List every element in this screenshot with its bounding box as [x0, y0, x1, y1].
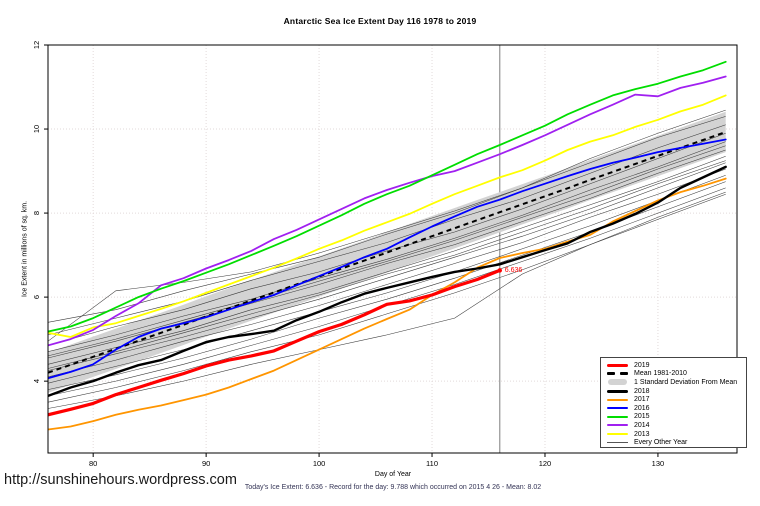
current-value-annotation: 6.636: [504, 266, 523, 274]
series-group: [48, 60, 727, 431]
y-tick-label: 8: [32, 211, 41, 215]
tick-marks: [44, 44, 659, 457]
x-tick-label: 120: [539, 459, 552, 468]
other-year-line-4: [48, 141, 726, 352]
legend-label: 1 Standard Deviation From Mean: [634, 378, 738, 386]
y-tick-label: 10: [32, 125, 41, 133]
legend-row: 2016: [607, 404, 746, 413]
series-2014-line: [48, 75, 727, 347]
legend: 2019 Mean 1981-2010 1 Standard Deviation F…: [600, 357, 747, 448]
legend-swatch-thin-line-icon: [607, 442, 628, 444]
current-endpoint-marker: [497, 268, 503, 273]
legend-label: 2015: [634, 413, 650, 421]
legend-swatch-line-icon: [607, 398, 628, 401]
legend-swatch-thick-line-icon: [607, 363, 628, 367]
tick-labels: 80 90 100 110 120 130 4 6 8 10 12: [32, 41, 664, 468]
series-2013-line: [48, 94, 727, 338]
legend-swatch-line-icon: [607, 407, 628, 410]
legend-row: Every Other Year: [607, 438, 746, 447]
x-axis-label: Day of Year: [374, 471, 412, 478]
series-2018-line: [48, 165, 727, 398]
other-year-line-9: [48, 175, 726, 384]
legend-swatch-thick-line-icon: [607, 389, 628, 393]
series-2019-line: [48, 268, 502, 417]
legend-row: 2013: [607, 430, 746, 439]
legend-label: 2014: [634, 421, 650, 429]
legend-swatch-line-icon: [607, 433, 628, 436]
legend-swatch-band-icon: [607, 379, 628, 386]
other-year-line-1: [48, 116, 726, 323]
series-2015-line: [48, 60, 727, 333]
other-year-line-8: [48, 168, 726, 378]
legend-row: 2014: [607, 421, 746, 430]
summary-caption: Today's Ice Extent: 6.636 - Record for t…: [244, 484, 542, 491]
other-year-line-6: [48, 156, 726, 365]
other-year-line-7: [48, 162, 726, 371]
std-dev-band: [48, 111, 726, 393]
other-year-line-15: [48, 145, 726, 357]
y-tick-label: 12: [32, 41, 41, 49]
legend-row: 2017: [607, 395, 746, 404]
legend-row: 2018: [607, 387, 746, 396]
legend-row: 2015: [607, 413, 746, 422]
x-tick-label: 100: [313, 459, 326, 468]
legend-label: 2013: [634, 430, 650, 438]
legend-label: Mean 1981-2010: [634, 370, 687, 378]
legend-swatch-dashed-line-icon: [607, 372, 628, 376]
chart-title: Antarctic Sea Ice Extent Day 116 1978 to…: [283, 16, 477, 26]
y-tick-label: 4: [32, 379, 41, 383]
x-tick-label: 90: [202, 459, 210, 468]
legend-row: 1 Standard Deviation From Mean: [607, 378, 746, 387]
other-year-line-13: [48, 191, 726, 409]
x-tick-label: 130: [652, 459, 665, 468]
legend-label: 2019: [634, 361, 650, 369]
legend-swatch-line-icon: [607, 415, 628, 418]
series-2016-line: [48, 138, 727, 380]
mean-line: [48, 131, 727, 374]
other-year-line-3: [48, 132, 726, 346]
legend-row: 2019: [607, 361, 746, 370]
source-url: http://sunshinehours.wordpress.com: [4, 472, 237, 488]
legend-label: 2016: [634, 404, 650, 412]
x-tick-label: 80: [89, 459, 97, 468]
legend-swatch-line-icon: [607, 424, 628, 427]
plot-border: [47, 44, 738, 454]
y-axis-label: Ice Extent in millions of sq. km.: [21, 200, 29, 298]
other-year-line-12: [48, 193, 726, 403]
legend-label: 2018: [634, 387, 650, 395]
y-tick-label: 6: [32, 295, 41, 299]
legend-label: 2017: [634, 396, 650, 404]
legend-row: Mean 1981-2010: [607, 370, 746, 379]
other-year-line-2: [48, 124, 726, 336]
other-year-line-14: [48, 160, 726, 369]
series-2017-line: [48, 177, 727, 431]
x-tick-label: 110: [426, 459, 438, 468]
legend-label: Every Other Year: [634, 439, 688, 447]
